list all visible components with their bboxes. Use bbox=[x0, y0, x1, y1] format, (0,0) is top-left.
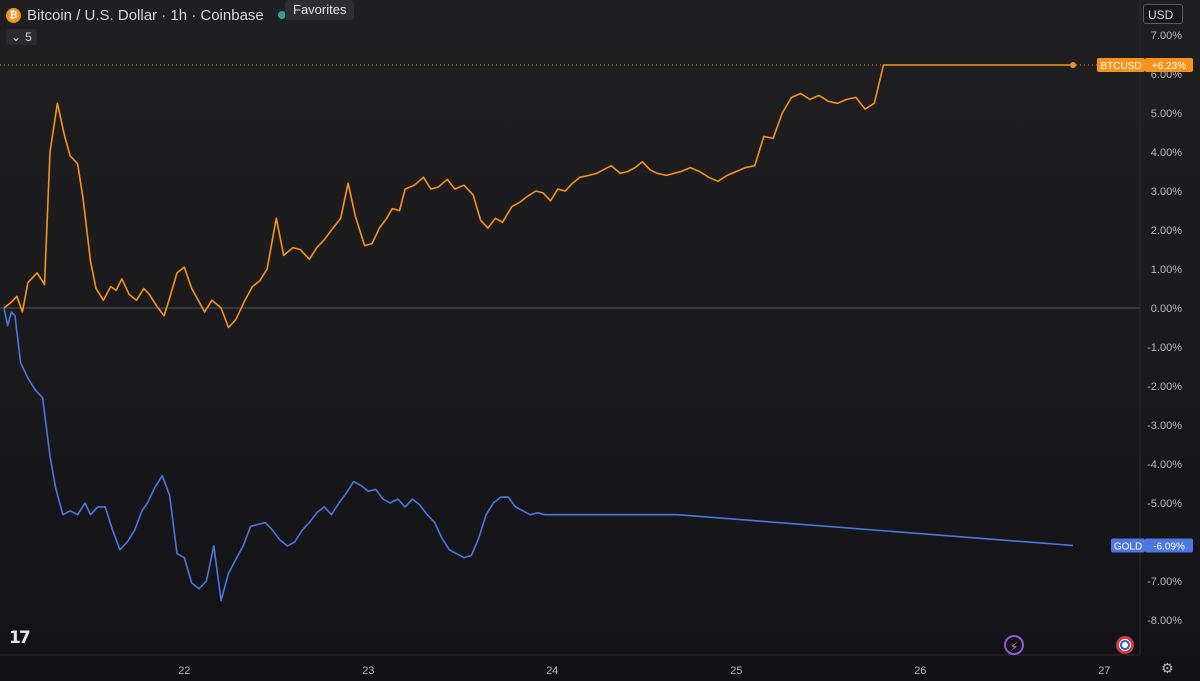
badge-value-bg bbox=[1145, 58, 1193, 73]
lightning-icon[interactable]: ⚡ bbox=[1004, 635, 1024, 655]
symbol-header: ₿ Bitcoin / U.S. Dollar · 1h · Coinbase bbox=[6, 4, 286, 26]
y-tick-label: -1.00% bbox=[1147, 342, 1182, 354]
price-axis[interactable]: 7.00%6.00%5.00%4.00%3.00%2.00%1.00%0.00%… bbox=[1147, 30, 1182, 627]
currency-select[interactable]: USD bbox=[1143, 4, 1183, 24]
y-tick-label: 3.00% bbox=[1151, 186, 1182, 198]
y-tick-label: -2.00% bbox=[1147, 381, 1182, 393]
badge-value-bg bbox=[1145, 538, 1193, 553]
y-tick-label: -3.00% bbox=[1147, 420, 1182, 432]
y-tick-label: 7.00% bbox=[1151, 30, 1182, 42]
y-tick-label: 1.00% bbox=[1151, 264, 1182, 276]
gear-icon[interactable]: ⚙ bbox=[1161, 660, 1174, 676]
y-tick-label: 2.00% bbox=[1151, 225, 1182, 237]
y-tick-label: 0.00% bbox=[1151, 303, 1182, 315]
x-tick-label: 24 bbox=[546, 665, 558, 677]
x-tick-label: 26 bbox=[914, 665, 926, 677]
badge-gold: GOLD -6.09% bbox=[1111, 538, 1193, 553]
favorites-tooltip: Favorites bbox=[285, 0, 355, 20]
btc-last-point bbox=[1070, 62, 1077, 69]
badge-series-value: -6.09% bbox=[1153, 542, 1185, 553]
tradingview-logo-icon[interactable]: 17 bbox=[9, 628, 31, 648]
badge-series-name: BTCUSD bbox=[1100, 61, 1141, 72]
y-tick-label: -8.00% bbox=[1147, 615, 1182, 627]
series-line-btcusd[interactable] bbox=[3, 64, 1073, 329]
y-tick-label: -5.00% bbox=[1147, 498, 1182, 510]
indicators-toggle[interactable]: ⌄ 5 bbox=[6, 29, 37, 45]
x-tick-label: 27 bbox=[1098, 665, 1110, 677]
y-tick-label: 4.00% bbox=[1151, 147, 1182, 159]
chevron-down-icon: ⌄ bbox=[11, 30, 22, 44]
bitcoin-logo-icon: ₿ bbox=[6, 7, 21, 23]
symbol-title[interactable]: Bitcoin / U.S. Dollar · 1h · Coinbase bbox=[27, 6, 264, 24]
indicator-count: 5 bbox=[25, 30, 32, 44]
series-line-gold[interactable] bbox=[3, 307, 1074, 602]
badge-btcusd: BTCUSD +6.23% bbox=[1097, 58, 1193, 73]
y-tick-label: -7.00% bbox=[1147, 576, 1182, 588]
badge-name-bg bbox=[1111, 538, 1145, 553]
time-axis[interactable]: 22 23 24 25 26 27 bbox=[178, 665, 1110, 677]
y-tick-label: 5.00% bbox=[1151, 108, 1182, 120]
us-flag-icon[interactable] bbox=[1116, 636, 1134, 654]
badge-name-bg bbox=[1097, 58, 1145, 73]
badge-series-name: GOLD bbox=[1114, 542, 1142, 553]
x-tick-label: 22 bbox=[178, 665, 190, 677]
badge-series-value: +6.23% bbox=[1152, 61, 1186, 72]
series-last-value-badges: BTCUSD +6.23% GOLD -6.09% bbox=[1097, 58, 1193, 553]
y-tick-label: -4.00% bbox=[1147, 459, 1182, 471]
x-tick-label: 25 bbox=[730, 665, 742, 677]
market-open-dot-icon bbox=[277, 11, 286, 19]
x-tick-label: 23 bbox=[362, 665, 374, 677]
